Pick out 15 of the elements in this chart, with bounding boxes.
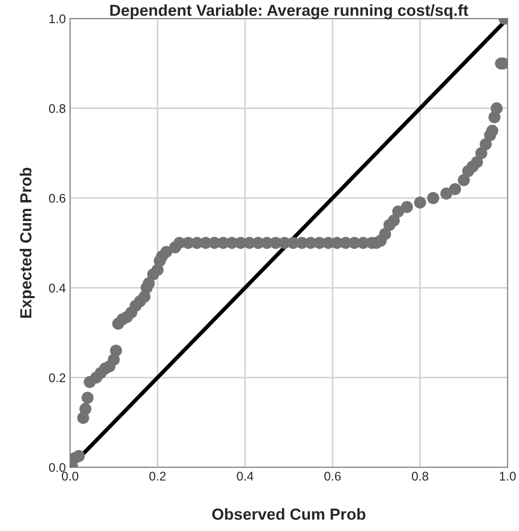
- x-tick-label: 0.2: [149, 472, 166, 481]
- y-tick-label: 1.0: [49, 14, 66, 24]
- chart-title: Dependent Variable: Average running cost/sq.ft: [110, 4, 468, 20]
- x-tick-label: 0.8: [412, 472, 428, 481]
- x-tick-label: 1.0: [500, 472, 516, 481]
- x-tick-label: 0.0: [62, 472, 78, 481]
- y-axis-title: Expected Cum Prob: [20, 168, 35, 318]
- x-tick-label: 0.4: [236, 472, 254, 481]
- x-axis-title: Observed Cum Prob: [212, 508, 366, 520]
- y-tick-label: 0.4: [49, 284, 66, 292]
- x-tick-label: 0.6: [324, 472, 341, 481]
- y-tick-label: 0.2: [49, 373, 66, 382]
- y-tick-label: 0.6: [49, 194, 66, 203]
- y-tick-label: 0.8: [49, 104, 66, 113]
- y-tick-label: 0.0: [49, 463, 66, 472]
